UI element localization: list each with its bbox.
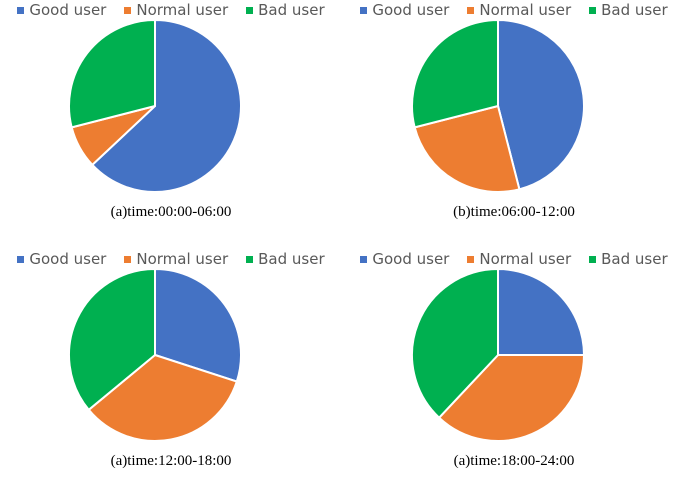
pie-slice-good — [497, 18, 585, 191]
pie-chart — [68, 18, 242, 193]
legend-item-good: Good user — [17, 0, 106, 20]
pie-chart — [68, 267, 242, 442]
legend-swatch-bad — [589, 6, 597, 14]
pie-slice-normal — [413, 104, 521, 193]
legend-swatch-normal — [467, 6, 475, 14]
legend-item-bad: Bad user — [589, 0, 668, 20]
pie-slice-good — [90, 18, 242, 193]
legend-item-good: Good user — [360, 0, 449, 20]
pie-slice-good — [497, 267, 586, 356]
legend-label-bad: Bad user — [258, 1, 325, 19]
legend-swatch-normal — [467, 255, 475, 263]
legend-swatch-normal — [124, 255, 132, 263]
legend: Good user Normal user Bad user — [343, 0, 685, 20]
legend-label-bad: Bad user — [601, 250, 668, 268]
legend-label-normal: Normal user — [136, 1, 229, 19]
legend-item-good: Good user — [360, 249, 449, 269]
chart-caption: (b)time:06:00-12:00 — [453, 204, 575, 220]
chart-panel-4: Good user Normal user Bad user (a)time:1… — [343, 249, 685, 497]
pie-chart — [411, 18, 585, 193]
legend-label-normal: Normal user — [136, 250, 229, 268]
chart-caption: (a)time:00:00-06:00 — [110, 204, 232, 220]
legend: Good user Normal user Bad user — [0, 0, 342, 20]
legend-label-good: Good user — [372, 250, 450, 268]
legend-item-good: Good user — [17, 249, 106, 269]
pie-slice-bad — [411, 18, 499, 129]
pie-slice-normal — [437, 354, 586, 442]
legend-swatch-good — [360, 6, 368, 14]
legend-label-bad: Bad user — [601, 1, 668, 19]
pie-slice-bad — [411, 267, 499, 420]
legend-swatch-good — [360, 255, 368, 263]
legend-label-good: Good user — [372, 1, 450, 19]
legend-item-bad: Bad user — [246, 249, 325, 269]
legend-item-bad: Bad user — [246, 0, 325, 20]
legend-swatch-bad — [246, 6, 254, 14]
legend-item-normal: Normal user — [124, 0, 228, 20]
legend-label-normal: Normal user — [479, 1, 572, 19]
legend-swatch-good — [17, 6, 25, 14]
pie-slice-bad — [68, 18, 156, 129]
legend-swatch-bad — [246, 255, 254, 263]
legend-swatch-normal — [124, 6, 132, 14]
chart-caption: (a)time:12:00-18:00 — [110, 453, 232, 469]
legend-item-normal: Normal user — [467, 0, 571, 20]
legend-item-bad: Bad user — [589, 249, 668, 269]
legend-swatch-good — [17, 255, 25, 263]
chart-caption: (a)time:18:00-24:00 — [453, 453, 575, 469]
legend-label-good: Good user — [29, 1, 107, 19]
legend-item-normal: Normal user — [467, 249, 571, 269]
pie-chart — [411, 267, 586, 442]
chart-panel-3: Good user Normal user Bad user (a)time:1… — [0, 249, 342, 497]
legend-swatch-bad — [589, 255, 597, 263]
legend-item-normal: Normal user — [124, 249, 228, 269]
pie-slice-good — [154, 267, 242, 383]
legend-label-good: Good user — [29, 250, 107, 268]
chart-panel-2: Good user Normal user Bad user (b)time:0… — [343, 0, 685, 248]
legend-label-normal: Normal user — [479, 250, 572, 268]
legend: Good user Normal user Bad user — [343, 249, 685, 269]
legend: Good user Normal user Bad user — [0, 249, 342, 269]
pie-slice-bad — [68, 267, 156, 412]
legend-label-bad: Bad user — [258, 250, 325, 268]
chart-panel-1: Good user Normal user Bad user (a)time:0… — [0, 0, 342, 248]
pie-slice-normal — [87, 353, 239, 442]
